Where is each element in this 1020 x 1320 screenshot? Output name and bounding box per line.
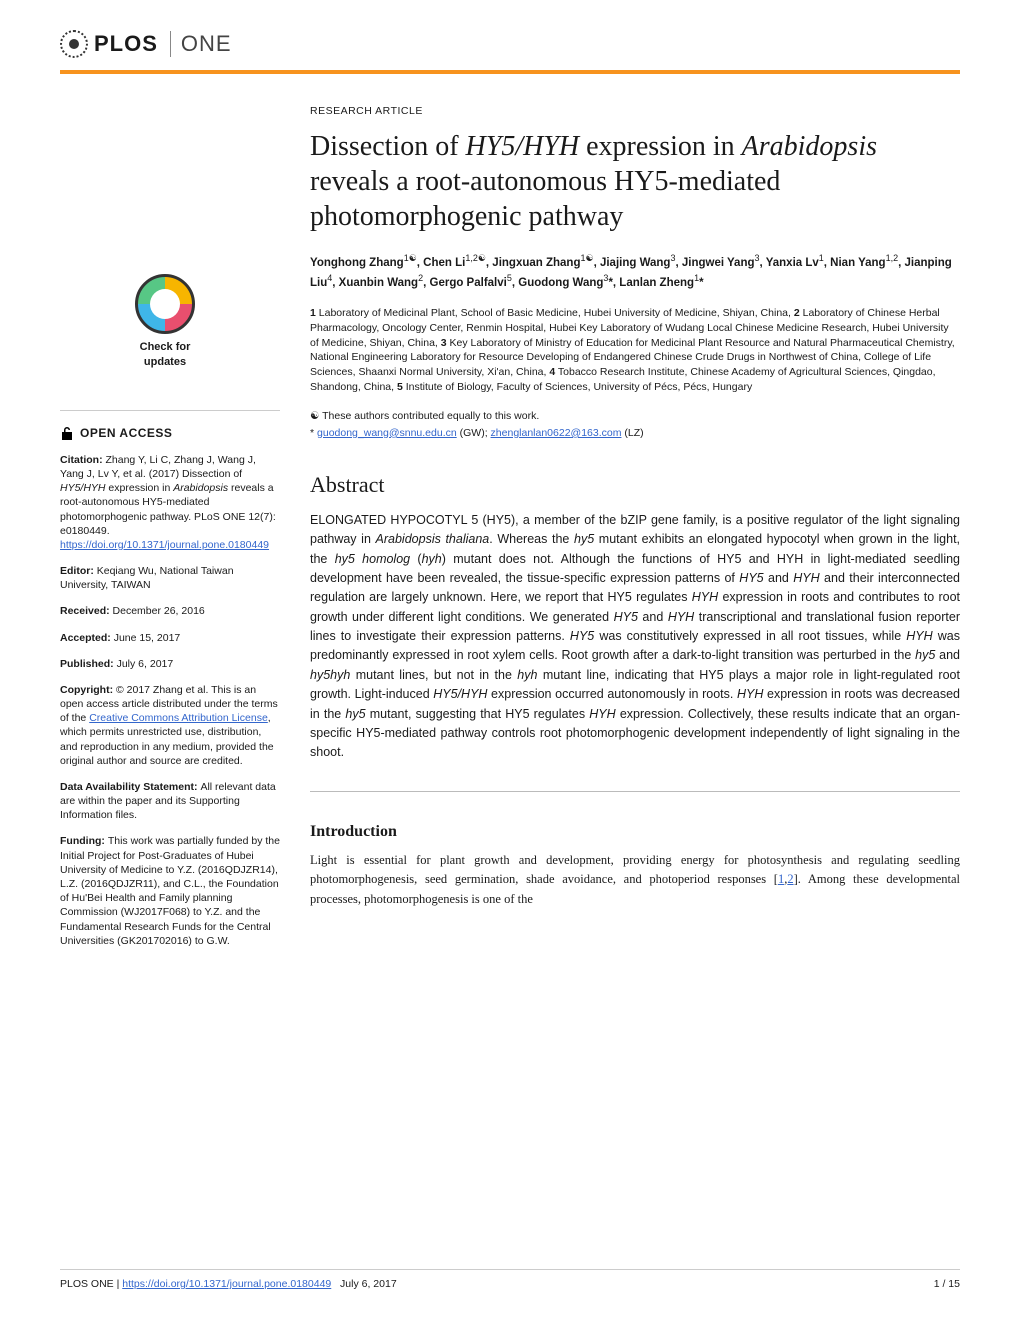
author-list: Yonghong Zhang1☯, Chen Li1,2☯, Jingxuan …: [310, 252, 960, 292]
plos-logo-icon: [60, 30, 88, 58]
editor-block: Editor: Keqiang Wu, National Taiwan Univ…: [60, 564, 280, 592]
footer-journal: PLOS ONE |: [60, 1278, 122, 1290]
journal-name-plos: PLOS: [94, 31, 158, 57]
open-lock-icon: [60, 425, 74, 441]
abstract-body: ELONGATED HYPOCOTYL 5 (HY5), a member of…: [310, 511, 960, 763]
crossmark-icon: [135, 274, 195, 334]
footer-left: PLOS ONE | https://doi.org/10.1371/journ…: [60, 1278, 397, 1290]
sidebar: Check for updates OPEN ACCESS Citation: …: [60, 104, 280, 960]
citation-italic: HY5/HYH: [60, 482, 106, 494]
check-updates-text: Check for updates: [120, 340, 210, 370]
cc-license-link[interactable]: Creative Commons Attribution License: [89, 712, 268, 724]
main-column: RESEARCH ARTICLE Dissection of HY5/HYH e…: [310, 104, 960, 960]
citation-italic: Arabidopsis: [173, 482, 228, 494]
published-label: Published:: [60, 658, 117, 670]
title-text: expression in: [579, 131, 742, 162]
open-access-label: OPEN ACCESS: [80, 425, 172, 441]
received-date: December 26, 2016: [113, 605, 205, 617]
footer-date: July 6, 2017: [340, 1278, 397, 1290]
title-italic: Arabidopsis: [742, 131, 877, 162]
title-italic: HY5/HYH: [466, 131, 580, 162]
funding-text: This work was partially funded by the In…: [60, 835, 280, 946]
citation-doi-link[interactable]: https://doi.org/10.1371/journal.pone.018…: [60, 539, 269, 551]
footer-pages: 1 / 15: [934, 1278, 960, 1290]
footer-doi-link[interactable]: https://doi.org/10.1371/journal.pone.018…: [122, 1278, 331, 1290]
correspondence: * guodong_wang@snnu.edu.cn (GW); zhengla…: [310, 426, 960, 441]
citation-text: expression in: [106, 482, 174, 494]
title-text: reveals a root-autonomous HY5-mediated p…: [310, 166, 780, 232]
equal-contribution-note: ☯ These authors contributed equally to t…: [310, 409, 960, 424]
data-availability-block: Data Availability Statement: All relevan…: [60, 780, 280, 823]
introduction-body: Light is essential for plant growth and …: [310, 851, 960, 909]
article-title: Dissection of HY5/HYH expression in Arab…: [310, 129, 960, 234]
copyright-label: Copyright:: [60, 684, 116, 696]
accepted-label: Accepted:: [60, 632, 114, 644]
citation-label: Citation:: [60, 454, 106, 466]
journal-name-one: ONE: [170, 31, 232, 57]
section-divider: [310, 791, 960, 792]
page-footer: PLOS ONE | https://doi.org/10.1371/journ…: [60, 1269, 960, 1290]
received-block: Received: December 26, 2016: [60, 604, 280, 618]
introduction-heading: Introduction: [310, 820, 960, 843]
check-for-updates-badge[interactable]: Check for updates: [120, 274, 210, 370]
corresp-email-1[interactable]: guodong_wang@snnu.edu.cn: [317, 427, 457, 439]
received-label: Received:: [60, 605, 113, 617]
article-type: RESEARCH ARTICLE: [310, 104, 960, 119]
editor-label: Editor:: [60, 565, 97, 577]
published-block: Published: July 6, 2017: [60, 657, 280, 671]
sidebar-divider: [60, 410, 280, 411]
corresp-email-2[interactable]: zhenglanlan0622@163.com: [491, 427, 622, 439]
corresp-text: (GW);: [457, 427, 491, 439]
accepted-block: Accepted: June 15, 2017: [60, 631, 280, 645]
title-text: Dissection of: [310, 131, 466, 162]
copyright-block: Copyright: © 2017 Zhang et al. This is a…: [60, 683, 280, 768]
accepted-date: June 15, 2017: [114, 632, 181, 644]
corresp-prefix: *: [310, 427, 317, 439]
funding-block: Funding: This work was partially funded …: [60, 834, 280, 947]
affiliations: 1 Laboratory of Medicinal Plant, School …: [310, 306, 960, 394]
data-label: Data Availability Statement:: [60, 781, 200, 793]
open-access-row: OPEN ACCESS: [60, 425, 280, 441]
published-date: July 6, 2017: [117, 658, 174, 670]
journal-header: PLOS ONE: [0, 0, 1020, 58]
funding-label: Funding:: [60, 835, 108, 847]
citation-block: Citation: Zhang Y, Li C, Zhang J, Wang J…: [60, 453, 280, 552]
corresp-text: (LZ): [621, 427, 643, 439]
abstract-heading: Abstract: [310, 469, 960, 501]
journal-logo: PLOS ONE: [60, 30, 1020, 58]
